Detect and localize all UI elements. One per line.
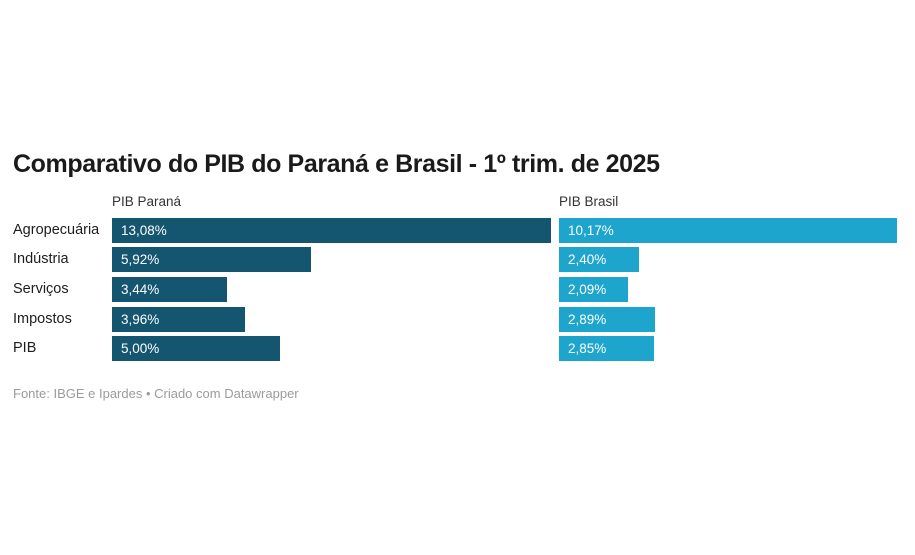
row-agropecuaria: Agropecuária 13,08% 10,17% [0,218,915,243]
chart-source-footer: Fonte: IBGE e Ipardes • Criado com Dataw… [13,386,299,401]
row-servicos: Serviços 3,44% 2,09% [0,277,915,302]
row-pib: PIB 5,00% 2,85% [0,336,915,361]
chart-title: Comparativo do PIB do Paraná e Brasil - … [13,150,660,178]
bar-value-label: 2,40% [568,252,607,267]
row-industria: Indústria 5,92% 2,40% [0,247,915,272]
bar-parana-pib: 5,00% [112,336,280,361]
bar-parana-industria: 5,92% [112,247,311,272]
bar-value-label: 5,00% [121,341,160,356]
bar-value-label: 10,17% [568,223,614,238]
bar-value-label: 2,89% [568,312,607,327]
bar-value-label: 13,08% [121,223,167,238]
row-label-agropecuaria: Agropecuária [13,222,100,238]
bar-value-label: 3,96% [121,312,160,327]
column-header-pib-brasil: PIB Brasil [559,194,619,209]
bar-brasil-servicos: 2,09% [559,277,628,302]
row-impostos: Impostos 3,96% 2,89% [0,307,915,332]
bar-brasil-industria: 2,40% [559,247,639,272]
bar-parana-agropecuaria: 13,08% [112,218,551,243]
row-label-pib: PIB [13,340,37,356]
column-header-pib-parana: PIB Paraná [112,194,182,209]
bar-brasil-impostos: 2,89% [559,307,655,332]
bar-brasil-pib: 2,85% [559,336,654,361]
bar-parana-impostos: 3,96% [112,307,245,332]
bar-value-label: 2,85% [568,341,607,356]
bar-parana-servicos: 3,44% [112,277,227,302]
bar-value-label: 2,09% [568,282,607,297]
row-label-servicos: Serviços [13,281,69,297]
bar-brasil-agropecuaria: 10,17% [559,218,897,243]
row-label-industria: Indústria [13,251,69,267]
bar-value-label: 5,92% [121,252,160,267]
bar-value-label: 3,44% [121,282,160,297]
row-label-impostos: Impostos [13,311,72,327]
